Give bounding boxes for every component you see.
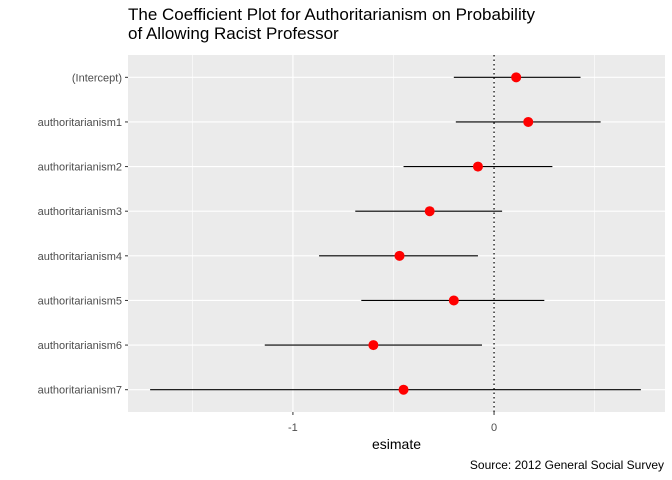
x-axis-label: esimate xyxy=(372,436,421,452)
y-tick-labels: (Intercept) authoritarianism1 authoritaria… xyxy=(38,72,128,397)
chart-caption: Source: 2012 General Social Survey xyxy=(469,458,664,472)
estimate-point xyxy=(511,72,522,83)
plot-panel xyxy=(128,55,665,412)
estimate-point xyxy=(448,295,459,306)
y-tick-label: authoritarianism6 xyxy=(38,340,122,352)
estimate-point xyxy=(523,116,534,127)
y-tick-label: authoritarianism4 xyxy=(38,251,122,263)
y-tick-label: authoritarianism7 xyxy=(38,385,122,397)
estimate-points xyxy=(368,72,534,395)
y-tick-label: authoritarianism5 xyxy=(38,295,122,307)
y-tick-label: authoritarianism1 xyxy=(38,117,122,129)
x-tick-labels: -1 0 xyxy=(288,412,497,434)
y-tick-label: authoritarianism3 xyxy=(38,206,122,218)
estimate-point xyxy=(424,206,435,217)
estimate-point xyxy=(368,340,379,351)
x-tick-label: 0 xyxy=(491,422,497,434)
estimate-point xyxy=(398,384,409,395)
chart-title: The Coefficient Plot for Authoritarianis… xyxy=(128,5,535,43)
x-tick-label: -1 xyxy=(288,422,298,434)
y-tick-label: (Intercept) xyxy=(72,72,122,84)
y-tick-label: authoritarianism2 xyxy=(38,162,122,174)
estimate-point xyxy=(394,250,405,261)
estimate-point xyxy=(472,161,483,172)
